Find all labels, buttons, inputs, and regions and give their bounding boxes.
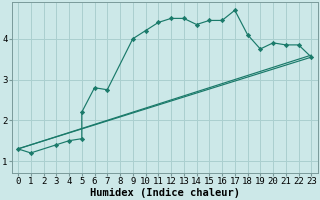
- X-axis label: Humidex (Indice chaleur): Humidex (Indice chaleur): [90, 188, 240, 198]
